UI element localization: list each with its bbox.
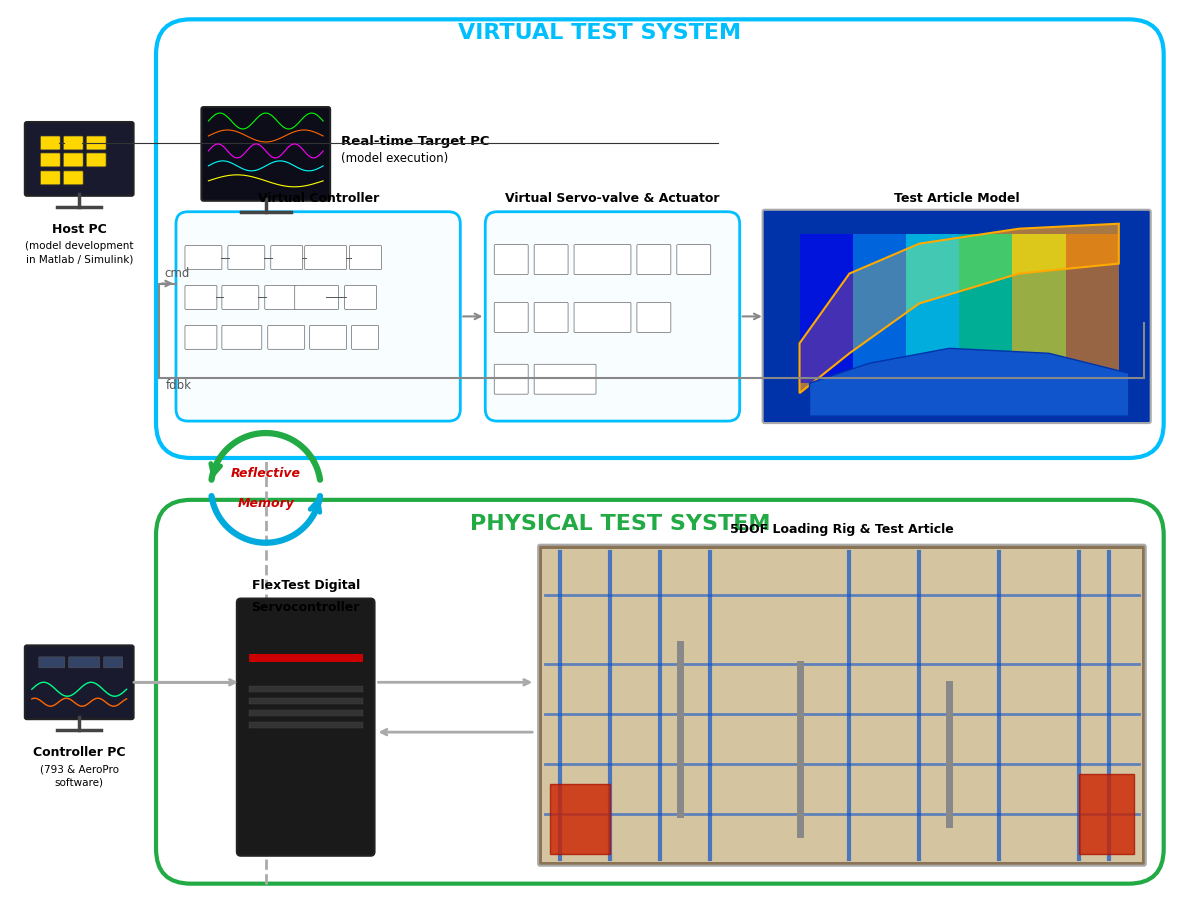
Bar — [248, 722, 362, 729]
Bar — [550, 784, 610, 854]
Text: Controller PC: Controller PC — [32, 745, 126, 759]
Polygon shape — [799, 225, 1118, 394]
FancyBboxPatch shape — [64, 154, 83, 168]
Text: cmd: cmd — [164, 266, 190, 279]
Text: (model execution): (model execution) — [341, 152, 448, 164]
Polygon shape — [799, 225, 1118, 394]
FancyBboxPatch shape — [271, 247, 302, 270]
FancyBboxPatch shape — [222, 326, 262, 350]
Text: PHYSICAL TEST SYSTEM: PHYSICAL TEST SYSTEM — [469, 513, 770, 533]
FancyBboxPatch shape — [534, 365, 596, 395]
Text: Test Article Model: Test Article Model — [894, 191, 1020, 205]
FancyBboxPatch shape — [86, 154, 106, 168]
Text: (model development: (model development — [25, 240, 133, 250]
FancyBboxPatch shape — [677, 246, 710, 275]
FancyBboxPatch shape — [295, 286, 338, 310]
FancyBboxPatch shape — [25, 123, 133, 197]
FancyBboxPatch shape — [185, 326, 217, 350]
Bar — [248, 698, 362, 704]
FancyBboxPatch shape — [763, 210, 1151, 424]
Text: in Matlab / Simulink): in Matlab / Simulink) — [25, 255, 133, 265]
FancyBboxPatch shape — [41, 172, 60, 186]
FancyBboxPatch shape — [494, 303, 528, 333]
Polygon shape — [799, 225, 1118, 394]
Text: Real-time Target PC: Real-time Target PC — [341, 135, 490, 148]
FancyBboxPatch shape — [41, 154, 60, 168]
FancyBboxPatch shape — [494, 365, 528, 395]
Text: software): software) — [55, 777, 103, 787]
Text: VIRTUAL TEST SYSTEM: VIRTUAL TEST SYSTEM — [458, 23, 742, 43]
FancyBboxPatch shape — [265, 286, 296, 310]
Text: Memory: Memory — [238, 497, 294, 510]
Bar — [906, 235, 959, 384]
Bar — [959, 235, 1013, 384]
FancyBboxPatch shape — [228, 247, 265, 270]
Bar — [853, 235, 906, 384]
FancyBboxPatch shape — [222, 286, 259, 310]
Bar — [248, 711, 362, 716]
FancyBboxPatch shape — [103, 657, 122, 668]
FancyBboxPatch shape — [310, 326, 347, 350]
FancyBboxPatch shape — [64, 137, 83, 151]
FancyBboxPatch shape — [534, 303, 568, 333]
Bar — [248, 686, 362, 693]
Polygon shape — [799, 225, 1118, 394]
FancyBboxPatch shape — [574, 303, 631, 333]
Bar — [1066, 235, 1118, 384]
FancyBboxPatch shape — [86, 137, 106, 151]
FancyBboxPatch shape — [769, 218, 1144, 416]
Bar — [248, 655, 362, 663]
Bar — [799, 235, 853, 384]
FancyBboxPatch shape — [344, 286, 377, 310]
FancyBboxPatch shape — [268, 326, 305, 350]
FancyBboxPatch shape — [352, 326, 378, 350]
Bar — [1079, 774, 1134, 854]
FancyBboxPatch shape — [38, 657, 65, 668]
FancyBboxPatch shape — [485, 212, 739, 422]
FancyBboxPatch shape — [41, 137, 60, 151]
FancyBboxPatch shape — [185, 286, 217, 310]
Text: Reflective: Reflective — [230, 467, 301, 479]
Text: fdbk: fdbk — [166, 378, 192, 392]
Text: Virtual Controller: Virtual Controller — [258, 191, 379, 205]
FancyBboxPatch shape — [305, 247, 347, 270]
FancyBboxPatch shape — [202, 108, 330, 201]
Text: Host PC: Host PC — [52, 222, 107, 236]
Polygon shape — [799, 225, 1118, 394]
Polygon shape — [810, 349, 1129, 416]
FancyBboxPatch shape — [68, 657, 100, 668]
FancyBboxPatch shape — [534, 246, 568, 275]
FancyBboxPatch shape — [494, 246, 528, 275]
Text: Servocontroller: Servocontroller — [252, 600, 360, 613]
Text: 5DOF Loading Rig & Test Article: 5DOF Loading Rig & Test Article — [730, 522, 954, 535]
Text: Virtual Servo-valve & Actuator: Virtual Servo-valve & Actuator — [505, 191, 720, 205]
FancyBboxPatch shape — [176, 212, 461, 422]
FancyBboxPatch shape — [637, 246, 671, 275]
FancyBboxPatch shape — [64, 172, 83, 186]
FancyBboxPatch shape — [185, 247, 222, 270]
FancyBboxPatch shape — [538, 545, 1146, 866]
FancyBboxPatch shape — [349, 247, 382, 270]
Polygon shape — [799, 225, 1118, 394]
Bar — [542, 549, 1141, 861]
Polygon shape — [799, 225, 1118, 394]
FancyBboxPatch shape — [236, 599, 374, 856]
FancyBboxPatch shape — [574, 246, 631, 275]
Bar — [1013, 235, 1066, 384]
FancyBboxPatch shape — [637, 303, 671, 333]
FancyBboxPatch shape — [25, 646, 133, 720]
Text: (793 & AeroPro: (793 & AeroPro — [40, 763, 119, 773]
Text: FlexTest Digital: FlexTest Digital — [252, 578, 360, 591]
